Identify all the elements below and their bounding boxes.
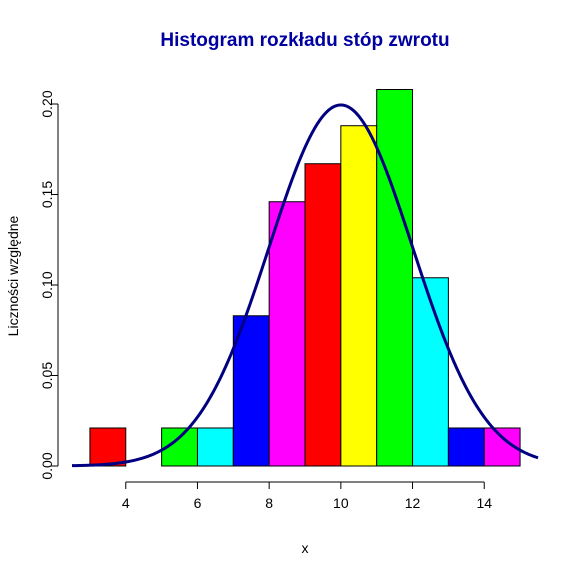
histogram-bar <box>268 201 306 467</box>
histogram-bar <box>376 89 414 467</box>
x-axis-label: x <box>302 540 309 556</box>
x-tick-label: 8 <box>265 495 273 511</box>
chart-title: Histogram rozkładu stóp zwrotu <box>160 30 449 51</box>
y-axis-label: Liczności względne <box>5 215 21 336</box>
x-tick-label: 10 <box>333 495 349 511</box>
y-axis: 0.00 0.05 0.10 0.15 0.20 <box>39 90 59 480</box>
x-tick-label: 12 <box>405 495 421 511</box>
y-tick-label: 0.10 <box>39 271 55 298</box>
x-tick-label: 14 <box>476 495 492 511</box>
density-curve-group <box>71 103 539 468</box>
density-curve <box>71 103 539 468</box>
histogram-bar <box>412 277 449 467</box>
histogram-bar <box>196 427 234 467</box>
y-tick-label: 0.00 <box>39 452 55 479</box>
y-tick-label: 0.20 <box>39 90 55 117</box>
y-tick-label: 0.15 <box>39 181 55 208</box>
x-tick-label: 6 <box>194 495 202 511</box>
y-tick-label: 0.05 <box>39 362 55 389</box>
x-tick-label: 4 <box>122 495 130 511</box>
histogram-bar <box>89 427 127 467</box>
bars-group <box>89 89 521 467</box>
histogram-bar <box>447 427 485 467</box>
histogram-bar <box>340 125 378 467</box>
histogram-bar <box>304 163 342 467</box>
x-axis: 4 6 8 10 12 14 <box>122 481 492 511</box>
